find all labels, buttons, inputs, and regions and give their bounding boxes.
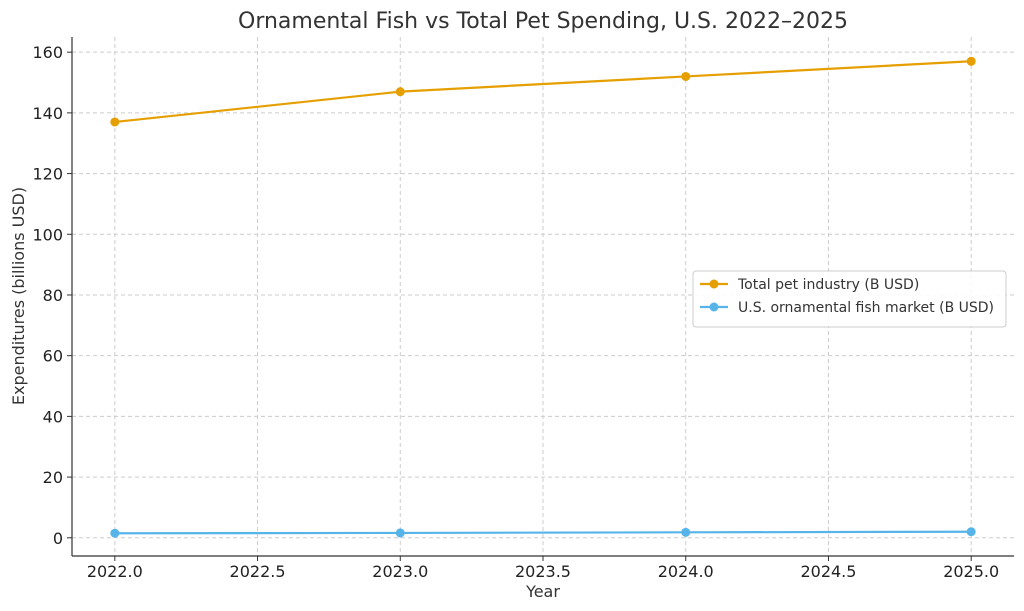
legend-label-1: U.S. ornamental fish market (B USD) — [738, 300, 994, 316]
series-1-point-3 — [966, 527, 976, 537]
y-tick-label-1: 20 — [43, 468, 63, 487]
y-tick-label-3: 60 — [43, 347, 63, 366]
y-tick-label-2: 40 — [43, 407, 63, 426]
y-tick-label-7: 140 — [32, 104, 63, 123]
y-tick-label-0: 0 — [53, 529, 63, 548]
series-1-line — [114, 530, 972, 535]
series-0-point-0 — [110, 117, 120, 127]
series-1-point-0 — [110, 528, 120, 538]
series-1-point-1 — [395, 528, 405, 538]
series-1-point-2 — [681, 527, 691, 537]
legend: Total pet industry (B USD) U.S. ornamenta… — [692, 270, 1007, 328]
x-axis-label: Year — [525, 582, 560, 601]
x-tick-label-0: 2022.0 — [87, 562, 143, 581]
series-0-point-3 — [966, 56, 976, 66]
series-layer — [110, 56, 976, 538]
legend-swatch-marker-0 — [709, 279, 719, 289]
series-0-point-1 — [395, 87, 405, 97]
y-axis-label: Expenditures (billions USD) — [9, 187, 28, 405]
legend-swatch-marker-1 — [709, 302, 719, 312]
series-0-line — [114, 60, 972, 124]
chart-title: Ornamental Fish vs Total Pet Spending, U… — [238, 9, 848, 34]
x-axis-ticks: 2022.0 2022.5 2023.0 2023.5 2024.0 2024.5 2025… — [87, 556, 999, 581]
y-tick-label-8: 160 — [32, 43, 63, 62]
x-tick-label-4: 2024.0 — [658, 562, 714, 581]
legend-box — [692, 270, 1007, 328]
series-0-point-2 — [681, 71, 691, 81]
x-tick-label-6: 2025.0 — [943, 562, 999, 581]
y-tick-label-4: 80 — [43, 286, 63, 305]
y-tick-label-6: 120 — [32, 165, 63, 184]
x-tick-label-2: 2023.0 — [372, 562, 428, 581]
x-tick-label-3: 2023.5 — [515, 562, 571, 581]
x-tick-label-1: 2022.5 — [230, 562, 286, 581]
legend-label-0: Total pet industry (B USD) — [737, 277, 919, 293]
x-tick-label-5: 2024.5 — [800, 562, 856, 581]
y-axis-ticks: 0 20 40 60 80 100 120 140 160 — [32, 43, 72, 548]
y-tick-label-5: 100 — [32, 225, 63, 244]
